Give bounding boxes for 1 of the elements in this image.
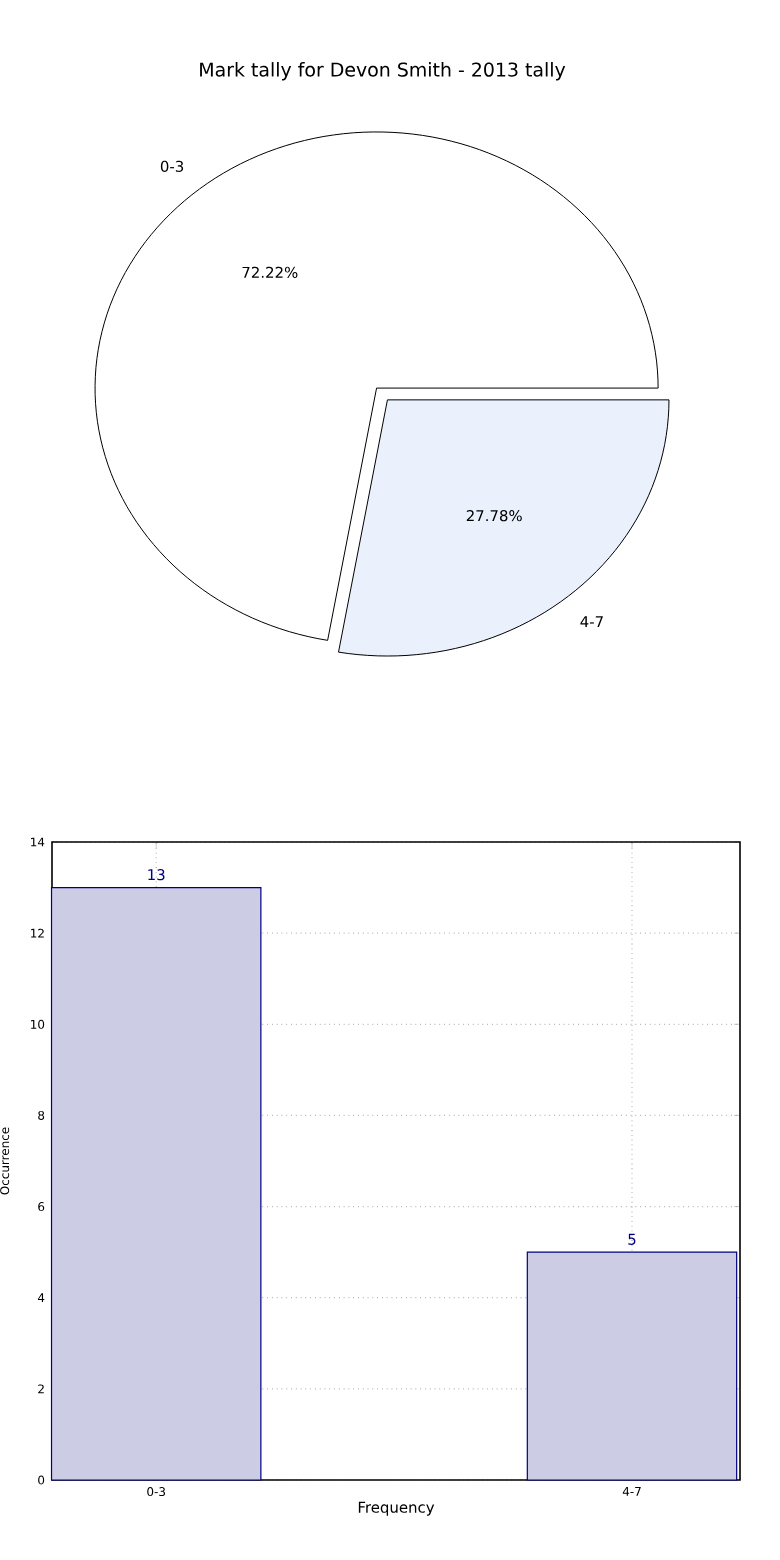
chart-title: Mark tally for Devon Smith - 2013 tally xyxy=(200,62,566,81)
